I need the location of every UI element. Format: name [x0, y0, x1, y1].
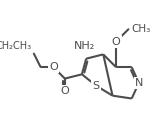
Text: NH₂: NH₂	[74, 41, 95, 51]
Text: O: O	[60, 86, 69, 96]
Text: CH₃: CH₃	[131, 24, 150, 34]
Text: N: N	[135, 78, 143, 88]
Text: CH₂CH₃: CH₂CH₃	[0, 41, 32, 51]
Text: O: O	[112, 37, 120, 47]
Text: S: S	[93, 81, 100, 91]
Text: O: O	[49, 62, 58, 72]
